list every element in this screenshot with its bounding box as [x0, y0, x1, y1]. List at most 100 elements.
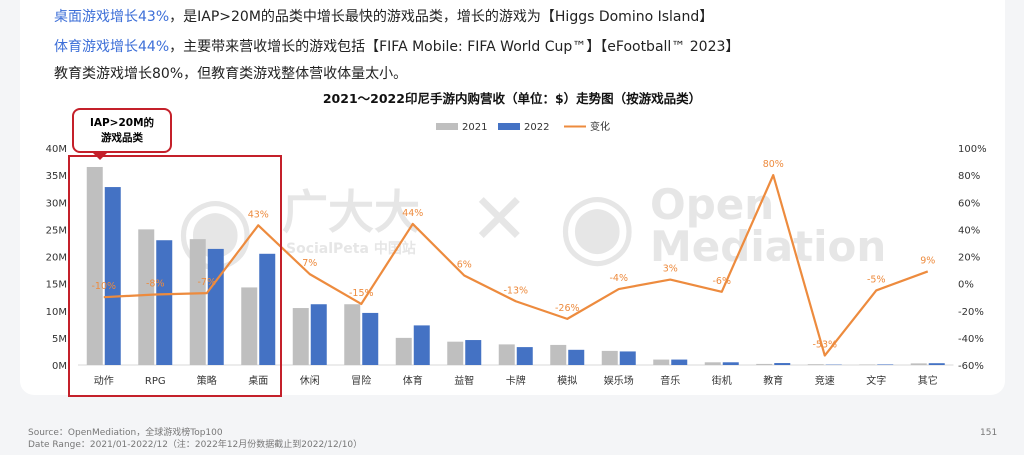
left-axis-tick-label: 35M	[46, 171, 67, 182]
x-axis-category-label: 音乐	[660, 374, 680, 387]
left-axis-tick-label: 25M	[46, 225, 67, 236]
bar-2022	[671, 359, 688, 365]
x-axis-category-label: 竞速	[815, 374, 835, 387]
right-axis-tick-label: 60%	[958, 198, 980, 209]
bar-2021	[292, 308, 309, 365]
change-data-label: 9%	[920, 255, 935, 266]
right-axis-tick-label: -60%	[958, 361, 984, 372]
x-axis-category-label: 文字	[866, 374, 886, 387]
callout-iap-20m: IAP>20M的 游戏品类	[72, 108, 172, 153]
change-data-label: 80%	[763, 159, 784, 170]
bar-2022	[104, 187, 121, 365]
bar-2022	[362, 312, 379, 365]
summary-line-1-highlight: 桌面游戏增长43%	[54, 9, 170, 25]
x-axis-category-label: 模拟	[557, 374, 577, 387]
left-axis-tick-label: 40M	[46, 144, 67, 155]
page-number: 151	[980, 428, 998, 438]
bar-2021	[498, 344, 515, 365]
x-axis-category-label: 策略	[197, 374, 217, 387]
left-axis-tick-label: 10M	[46, 307, 67, 318]
summary-line-1-text: ，是IAP>20M的品类中增长最快的游戏品类，增长的游戏为【Higgs Domi…	[169, 9, 714, 25]
right-axis-tick-label: 40%	[958, 225, 980, 236]
bar-2021	[756, 363, 773, 365]
bar-2021	[910, 363, 927, 365]
change-data-label: -6%	[713, 276, 732, 287]
left-axis-tick-label: 15M	[46, 280, 67, 291]
change-line	[103, 174, 929, 357]
change-data-label: -53%	[812, 340, 837, 351]
summary-line-2-highlight: 体育游戏增长44%	[54, 39, 170, 55]
bar-2022	[310, 304, 327, 365]
content-card	[20, 0, 1005, 395]
bar-2021	[859, 364, 876, 365]
change-data-label: 3%	[663, 264, 678, 275]
change-data-label: 43%	[248, 209, 269, 220]
callout-line-2: 游戏品类	[101, 132, 143, 144]
x-axis-category-label: 益智	[454, 374, 474, 387]
change-data-label: -13%	[503, 285, 528, 296]
x-axis-category-label: 桌面	[248, 374, 268, 387]
bar-2021	[344, 304, 361, 365]
right-axis-tick-label: 80%	[958, 171, 980, 182]
bar-2022	[722, 362, 739, 365]
watermark-cross: ✕	[470, 178, 529, 260]
change-data-label: -15%	[349, 288, 374, 299]
change-data-label: -5%	[867, 274, 886, 285]
bar-2021	[395, 337, 412, 365]
watermark-brand-1: 广大大	[282, 185, 420, 239]
change-data-label: 6%	[457, 259, 472, 270]
x-axis-category-label: RPG	[145, 376, 166, 387]
bar-2021	[704, 362, 721, 365]
x-axis-category-label: 休闲	[300, 374, 320, 387]
bar-2022	[259, 253, 276, 365]
bar-2022	[619, 351, 636, 365]
summary-line-1: 桌面游戏增长43%，是IAP>20M的品类中增长最快的游戏品类，增长的游戏为【H…	[54, 6, 713, 26]
legend-swatch-2022	[498, 123, 520, 130]
watermark-logo-circle-2: ◉	[558, 172, 637, 277]
bar-2022	[413, 325, 430, 365]
bar-2021	[447, 341, 464, 365]
right-axis-tick-label: 100%	[958, 144, 987, 155]
chart-title: 2021～2022印尼手游内购营收（单位：$）走势图（按游戏品类）	[322, 91, 702, 106]
change-data-label: -4%	[610, 273, 629, 284]
footer-date-range: Date Range：2021/01-2022/12（注：2022年12月份数据…	[28, 440, 363, 450]
watermark-brand-1-sub: SocialPeta 中国站	[286, 241, 416, 257]
legend-label-2021: 2021	[462, 122, 487, 133]
right-axis-tick-label: -20%	[958, 307, 984, 318]
bar-2021	[601, 350, 618, 365]
x-axis-category-label: 动作	[94, 375, 114, 387]
change-data-label: -8%	[146, 278, 165, 289]
bar-2022	[465, 340, 482, 365]
x-axis-category-label: 其它	[918, 374, 938, 387]
bar-2022	[928, 363, 945, 365]
change-data-label: -10%	[91, 281, 116, 292]
legend-label-2022: 2022	[524, 122, 549, 133]
x-axis-category-label: 街机	[712, 374, 732, 387]
x-axis-category-label: 卡牌	[506, 374, 526, 387]
bar-2021	[550, 344, 567, 365]
left-axis-tick-label: 30M	[46, 198, 67, 209]
x-axis-category-label: 冒险	[351, 374, 371, 387]
bar-2021	[189, 239, 206, 365]
legend-label-change: 变化	[590, 120, 610, 133]
summary-line-3: 教育类游戏增长80%，但教育类游戏整体营收体量太小。	[54, 66, 408, 82]
change-data-label: 7%	[302, 258, 317, 269]
highlight-box-iap-20m	[68, 155, 282, 397]
summary-line-2-text: ，主要带来营收增长的游戏包括【FIFA Mobile: FIFA World C…	[169, 39, 740, 55]
watermark-brand-2-line-2: Mediation	[650, 222, 887, 271]
callout-arrow	[92, 152, 108, 160]
bar-2022	[568, 349, 585, 365]
bar-2021	[86, 166, 103, 365]
bar-2021	[138, 229, 155, 365]
right-axis-tick-label: -40%	[958, 334, 984, 345]
right-axis-tick-label: 0%	[958, 280, 974, 291]
bar-2022	[516, 347, 533, 365]
left-axis-tick-label: 0M	[52, 361, 67, 372]
right-axis-tick-label: 20%	[958, 253, 980, 264]
left-axis-tick-label: 5M	[52, 334, 67, 345]
bar-2022	[774, 363, 791, 365]
change-data-label: 44%	[402, 208, 423, 219]
change-data-label: -7%	[198, 277, 217, 288]
bar-2021	[241, 287, 258, 365]
